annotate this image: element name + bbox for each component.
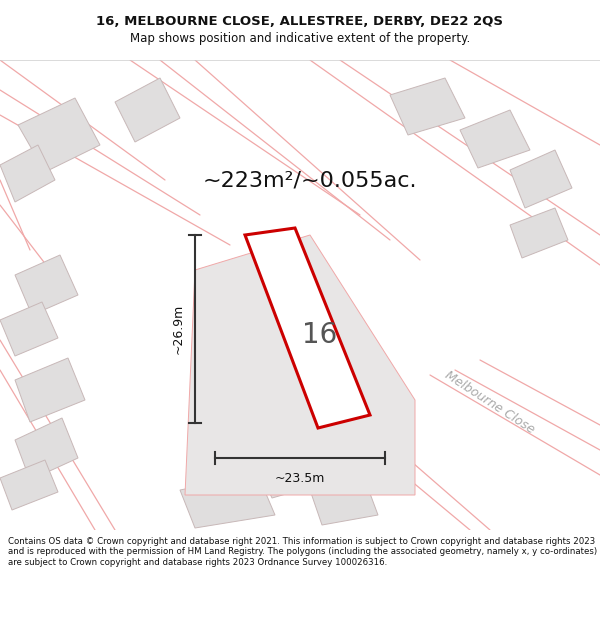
Polygon shape <box>185 235 415 495</box>
Polygon shape <box>390 78 465 135</box>
Polygon shape <box>250 435 335 498</box>
Text: ~26.9m: ~26.9m <box>172 304 185 354</box>
Polygon shape <box>180 475 275 528</box>
Polygon shape <box>245 228 370 428</box>
Polygon shape <box>15 358 85 422</box>
Text: Map shows position and indicative extent of the property.: Map shows position and indicative extent… <box>130 32 470 45</box>
Polygon shape <box>15 418 78 480</box>
Polygon shape <box>0 145 55 202</box>
Polygon shape <box>15 255 78 315</box>
Polygon shape <box>0 460 58 510</box>
Text: 16, MELBOURNE CLOSE, ALLESTREE, DERBY, DE22 2QS: 16, MELBOURNE CLOSE, ALLESTREE, DERBY, D… <box>97 15 503 28</box>
Text: 16: 16 <box>302 321 338 349</box>
Text: Melbourne Close: Melbourne Close <box>443 368 537 436</box>
Text: Contains OS data © Crown copyright and database right 2021. This information is : Contains OS data © Crown copyright and d… <box>8 537 597 567</box>
Polygon shape <box>510 208 568 258</box>
Polygon shape <box>460 110 530 168</box>
Polygon shape <box>310 480 378 525</box>
Polygon shape <box>115 78 180 142</box>
Polygon shape <box>510 150 572 208</box>
Text: ~23.5m: ~23.5m <box>275 472 325 485</box>
Polygon shape <box>0 302 58 356</box>
Text: ~223m²/~0.055ac.: ~223m²/~0.055ac. <box>203 170 417 190</box>
Polygon shape <box>18 98 100 172</box>
